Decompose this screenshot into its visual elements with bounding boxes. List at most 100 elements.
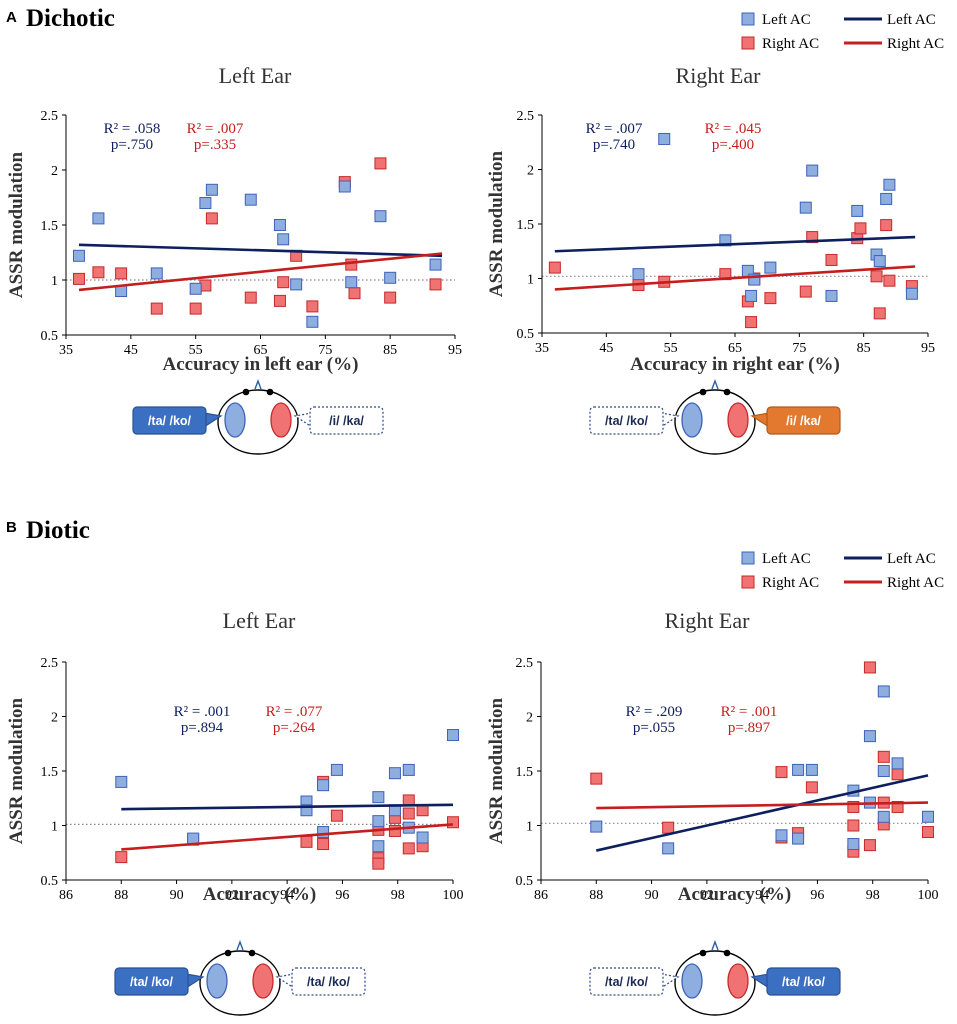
data-point-left [189,282,202,295]
data-point-right [115,851,128,864]
data-point-left [748,273,761,286]
data-point-left [805,763,818,776]
data-point-left [877,685,890,698]
data-point-right [374,157,387,170]
data-point-left [891,757,904,770]
y-tick-label: 2 [51,164,58,179]
section-title-B: Diotic [26,517,90,544]
data-point-left [658,132,671,145]
stat-annotation-right: R² = .045 [705,121,762,137]
y-tick-label: 0.5 [516,874,534,889]
data-point-left [880,192,893,205]
data-point-right [863,839,876,852]
data-point-left [384,271,397,284]
fit-line-right [78,252,443,292]
data-point-right [273,294,286,307]
data-point-right [877,750,890,763]
data-point-right [870,270,883,283]
x-tick-label: 92 [225,888,239,903]
y-tick-label: 2 [526,711,533,726]
y-tick-label: 2.5 [516,656,534,671]
stat-annotation-right: R² = .077 [266,704,323,720]
left-auditory-cortex [681,963,703,999]
nose-icon [236,940,244,951]
x-tick-label: 86 [59,888,73,903]
data-point-left [922,810,934,823]
data-point-left [374,210,387,223]
data-point-left [883,178,896,191]
stimulus-text-left: /ta/ /ko/ [148,414,192,428]
fit-line-left [121,803,454,811]
data-point-left [792,763,805,776]
data-point-right [92,266,105,279]
legend-label: Right AC [887,36,944,52]
data-point-left [199,197,212,209]
stimulus-text-right: /ta/ /ko/ [782,975,826,989]
x-tick-label: 55 [189,343,203,358]
y-tick-label: 1.5 [41,219,59,234]
data-point-right [388,824,401,837]
x-tick-label: 96 [810,888,824,903]
data-point-right [745,316,758,329]
stimulus-text-right: /i/ /ka/ [786,414,821,428]
data-point-left [244,193,257,206]
data-point-right [189,302,202,315]
y-tick-label: 1 [51,820,58,835]
data-point-left [873,255,886,268]
y-tick-label: 2 [51,711,58,726]
x-tick-label: 45 [124,343,138,358]
chart-panel-A-right: Right Ear 0.5 1 1.5 2 2.5 35 45 55 65 75 85 95 Accura… [486,63,935,375]
x-tick-label: 90 [645,888,659,903]
data-point-left [863,730,876,743]
data-point-right [806,231,819,244]
electrode-dot [224,949,232,957]
data-point-left [851,204,864,217]
right-auditory-cortex [727,963,749,999]
data-point-left [150,267,163,280]
legend-label: Left AC [887,551,936,567]
y-tick-label: 2 [527,164,534,179]
x-tick-label: 45 [599,341,613,356]
data-point-left [338,180,351,193]
head-diagram: /ta/ /ko/ /i/ /ka/ [132,379,384,455]
data-point-left [317,826,330,839]
stat-annotation-left: R² = .209 [626,704,683,720]
y-tick-label: 0.5 [41,329,59,344]
x-axis-label: Accuracy in left ear (%) [163,354,359,375]
y-tick-label: 1.5 [41,765,59,780]
electrode-dot [699,388,707,396]
x-tick-label: 88 [589,888,603,903]
x-tick-label: 100 [918,888,939,903]
x-axis-label: Accuracy (%) [678,884,791,905]
data-point-right [372,857,385,870]
stat-annotation-left: R² = .007 [586,121,643,137]
data-point-left [317,779,330,792]
chart-panel-A-left: Left Ear 0.5 1 1.5 2 2.5 35 45 55 65 75 85 95 Accurac… [6,63,462,375]
stimulus-tag-left [132,406,207,435]
left-auditory-cortex [224,402,246,438]
data-point-left [115,775,128,788]
x-tick-label: 85 [857,341,871,356]
data-point-right [306,300,319,313]
data-point-right [277,276,290,289]
x-tick-label: 55 [664,341,678,356]
legend-label: Right AC [887,575,944,591]
data-point-right [922,826,934,839]
data-point-right [863,661,876,674]
x-tick-label: 96 [335,888,349,903]
right-auditory-cortex [727,402,749,438]
stimulus-tag-left [114,967,189,996]
electrode-dot [242,388,250,396]
x-tick-label: 92 [700,888,714,903]
data-point-left [187,832,200,845]
x-tick-label: 90 [170,888,184,903]
data-point-left [306,315,319,328]
data-point-left [806,164,819,177]
data-point-right [847,800,860,813]
stimulus-text-right: /ta/ /ko/ [307,975,351,989]
stimulus-text-left: /ta/ /ko/ [605,414,649,428]
x-tick-label: 98 [866,888,880,903]
y-tick-label: 2.5 [41,656,59,671]
stat-annotation-right: R² = .007 [187,121,244,137]
